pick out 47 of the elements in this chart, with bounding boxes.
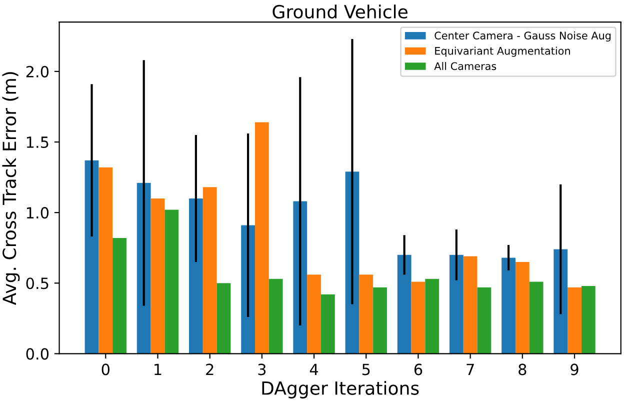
bar — [84, 160, 99, 354]
bar — [449, 254, 464, 354]
x-tick-label: 9 — [570, 364, 578, 376]
bar — [515, 262, 530, 354]
bar — [425, 278, 440, 354]
bar — [502, 258, 516, 354]
bar — [373, 287, 387, 354]
x-tick-label: 0 — [102, 364, 110, 376]
y-axis-title: Avg. Cross Track Error (m) — [2, 72, 20, 305]
y-tick-label: 0.5 — [26, 278, 48, 290]
x-tick-label: 8 — [518, 364, 526, 376]
bar — [189, 198, 203, 354]
bar — [359, 274, 374, 354]
bar — [307, 274, 321, 354]
x-tick-label: 2 — [206, 364, 214, 376]
legend-label: All Cameras — [434, 62, 496, 70]
bar — [463, 256, 478, 354]
bar — [568, 287, 582, 354]
bar — [268, 278, 283, 354]
bar — [164, 210, 179, 354]
bar — [254, 122, 269, 354]
x-tick-label: 3 — [258, 364, 266, 376]
legend-label: Equivariant Augmentation — [435, 46, 570, 57]
bar — [98, 167, 113, 354]
x-tick-label: 7 — [466, 364, 474, 376]
bar — [112, 238, 126, 354]
bar — [216, 283, 231, 354]
chart-title: Ground Vehicle — [272, 4, 408, 19]
x-tick-label: 5 — [362, 364, 370, 376]
x-tick-label: 4 — [310, 364, 318, 376]
x-tick-label: 6 — [414, 364, 422, 376]
bar — [477, 287, 492, 354]
bar — [397, 254, 412, 354]
bar — [411, 282, 426, 354]
y-tick-label: 2.0 — [26, 66, 49, 78]
x-tick-label: 1 — [154, 364, 162, 376]
bar — [320, 294, 335, 354]
x-axis-title: DAgger Iterations — [262, 380, 419, 398]
bar — [529, 282, 544, 354]
bar — [554, 249, 568, 354]
bar — [202, 187, 217, 354]
bar — [581, 286, 596, 354]
y-tick-label: 1.0 — [26, 207, 49, 219]
bar — [150, 198, 165, 354]
y-tick-label: 0.0 — [26, 348, 49, 360]
y-tick-label: 1.5 — [26, 136, 48, 148]
legend-label: Center Camera - Gauss Noise Aug — [434, 31, 611, 42]
